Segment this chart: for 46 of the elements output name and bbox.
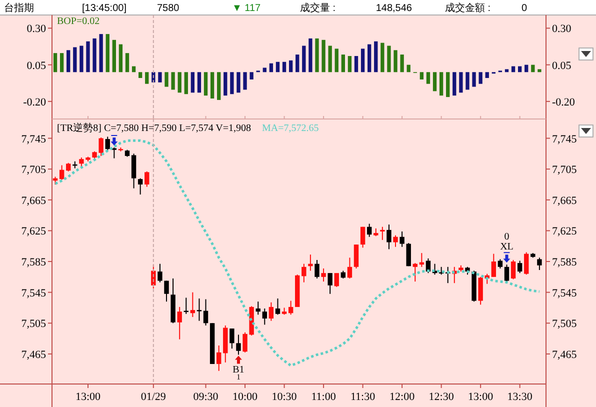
- annotation: 0: [504, 232, 510, 243]
- text: MA=7,572.65: [262, 123, 319, 134]
- x-tick-label: 10:30: [272, 391, 298, 403]
- y-tick-label: 7,705: [21, 164, 46, 176]
- y-tick-label: 7,625: [21, 226, 46, 238]
- y2-tick-label: 7,745: [552, 133, 578, 146]
- x-tick-label: 13:00: [468, 391, 494, 403]
- x-tick-label: 12:30: [428, 391, 454, 403]
- text: 7580: [157, 3, 180, 14]
- y2-tick-label: 0.30: [552, 23, 572, 36]
- y2-tick-label: 7,505: [552, 318, 578, 330]
- y2-tick-label: -0.20: [552, 96, 576, 108]
- text: 0: [521, 3, 528, 14]
- y-tick-label: 7,545: [21, 287, 46, 300]
- y2-tick-label: 7,545: [552, 287, 578, 300]
- x-tick-label: 13:00: [75, 391, 102, 403]
- y-tick-label: 7,465: [21, 348, 46, 361]
- y-tick-label: 7,505: [21, 318, 46, 330]
- y-tick-label: -0.20: [23, 96, 46, 108]
- x-tick-label: 11:30: [350, 391, 376, 403]
- text: [13:45:00]: [82, 3, 127, 14]
- y-tick-label: 0.05: [26, 60, 46, 72]
- x-tick-label: 12:00: [390, 391, 416, 403]
- text: 成交量 :: [300, 2, 336, 14]
- text: ▼ 117: [232, 3, 262, 14]
- y2-tick-label: 0.05: [552, 60, 572, 72]
- x-tick-label: 10:00: [232, 391, 258, 403]
- annotation: XL: [500, 242, 514, 253]
- y-tick-label: 0.30: [26, 23, 46, 36]
- x-tick-label: 13:30: [507, 391, 533, 403]
- text: 148,546: [376, 3, 412, 14]
- x-tick-label: 11:00: [311, 391, 336, 403]
- y2-tick-label: 7,585: [552, 256, 578, 269]
- text: 台指期: [4, 2, 34, 14]
- y2-tick-label: 7,665: [552, 194, 578, 207]
- y2-tick-label: 7,705: [552, 164, 578, 176]
- y2-tick-label: 7,625: [552, 226, 578, 238]
- x-tick-label: 09:30: [193, 391, 219, 403]
- y-tick-label: 7,745: [21, 133, 46, 146]
- x-tick-label: 01/29: [140, 391, 166, 403]
- y2-tick-label: 7,465: [552, 348, 578, 361]
- text: 成交金額 :: [445, 2, 491, 14]
- annotation: [TR逆勢8] C=7,580 H=7,590 L=7,574 V=1,908: [57, 122, 252, 134]
- y-tick-label: 7,585: [21, 256, 46, 269]
- annotation: BOP=0.02: [57, 16, 100, 27]
- y-tick-label: 7,665: [21, 194, 46, 207]
